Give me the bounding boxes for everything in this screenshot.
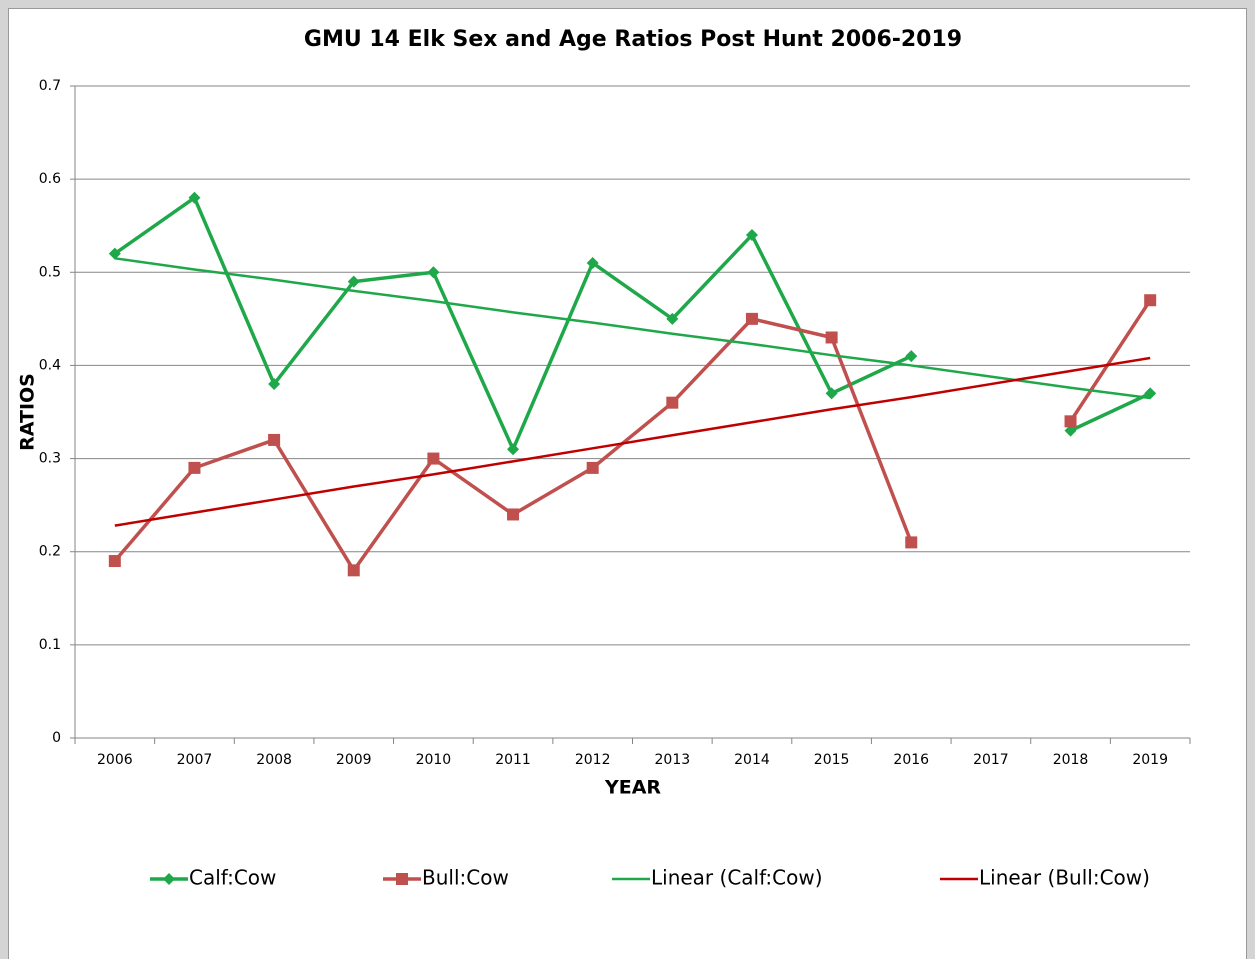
marker <box>507 443 520 456</box>
y-tick-label: 0.5 <box>39 264 61 280</box>
marker <box>825 387 838 400</box>
chart-frame <box>8 8 1247 959</box>
x-tick-label: 2011 <box>495 752 531 768</box>
series-line <box>113 196 1151 452</box>
y-axis-label: RATIOS <box>17 373 39 451</box>
marker <box>427 452 440 465</box>
marker <box>268 433 281 446</box>
x-tick-label: 2016 <box>893 752 929 768</box>
marker <box>745 312 758 325</box>
x-tick-label: 2015 <box>814 752 850 768</box>
legend-label: Linear (Bull:Cow) <box>979 866 1150 890</box>
marker <box>1064 424 1077 437</box>
marker <box>1064 415 1077 428</box>
marker <box>905 536 918 549</box>
trend-line <box>114 257 1151 400</box>
marker <box>586 461 599 474</box>
marker <box>347 275 360 288</box>
marker <box>666 396 679 409</box>
y-tick-label: 0.4 <box>39 357 61 373</box>
marker <box>507 508 520 521</box>
marker <box>1144 387 1157 400</box>
x-tick-label: 2013 <box>655 752 691 768</box>
marker <box>347 564 360 577</box>
chart-title: GMU 14 Elk Sex and Age Ratios Post Hunt … <box>304 27 962 52</box>
marker <box>745 229 758 242</box>
y-tick-label: 0 <box>52 730 61 746</box>
trend-line <box>114 356 1151 527</box>
marker <box>1144 294 1157 307</box>
x-tick-label: 2010 <box>416 752 452 768</box>
y-tick-label: 0.6 <box>39 171 61 187</box>
marker <box>188 191 201 204</box>
marker <box>268 378 281 391</box>
legend-marker <box>396 873 408 885</box>
x-tick-label: 2008 <box>256 752 292 768</box>
x-tick-label: 2012 <box>575 752 611 768</box>
legend-label: Bull:Cow <box>422 866 509 890</box>
x-tick-label: 2006 <box>97 752 133 768</box>
x-tick-label: 2018 <box>1053 752 1089 768</box>
x-tick-label: 2009 <box>336 752 372 768</box>
legend-label: Calf:Cow <box>189 866 276 890</box>
legend-marker <box>163 873 175 885</box>
marker <box>108 247 121 260</box>
x-axis-label: YEAR <box>604 777 661 799</box>
marker <box>586 256 599 269</box>
y-tick-label: 0.3 <box>39 451 61 467</box>
legend-label: Linear (Calf:Cow) <box>651 866 823 890</box>
x-tick-label: 2017 <box>973 752 1009 768</box>
x-tick-label: 2007 <box>177 752 213 768</box>
marker <box>188 461 201 474</box>
y-tick-label: 0.2 <box>39 544 61 560</box>
marker <box>905 350 918 363</box>
marker <box>108 555 121 568</box>
marker <box>666 312 679 325</box>
x-tick-label: 2014 <box>734 752 770 768</box>
x-tick-label: 2019 <box>1132 752 1168 768</box>
y-tick-label: 0.7 <box>39 78 61 94</box>
marker <box>825 331 838 344</box>
marker <box>427 266 440 279</box>
y-tick-label: 0.1 <box>39 637 61 653</box>
